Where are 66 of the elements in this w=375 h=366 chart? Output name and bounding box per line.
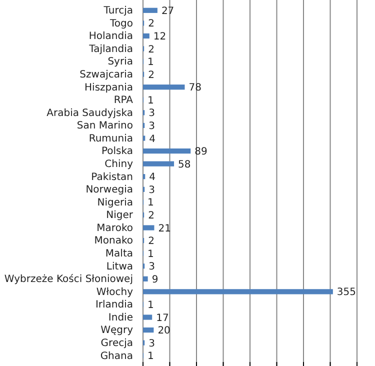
- data-label: 3: [148, 184, 155, 196]
- y-tick-label: Arabia Saudyjska: [46, 108, 133, 119]
- y-tick-label: Niger: [106, 210, 134, 222]
- bar: [143, 327, 154, 333]
- y-tick-label: Turcja: [102, 6, 133, 17]
- data-label: 1: [148, 198, 154, 209]
- data-label: 27: [161, 6, 174, 17]
- bar: [143, 289, 333, 294]
- data-label: 1: [148, 351, 154, 362]
- y-tick-label: Polska: [101, 146, 133, 158]
- bar: [143, 33, 150, 39]
- data-label: 2: [148, 18, 154, 30]
- data-label: 2: [148, 210, 154, 222]
- data-label: 3: [148, 108, 155, 120]
- y-tick-label: Litwa: [106, 261, 133, 272]
- data-label: 89: [194, 146, 208, 158]
- data-label: 1: [148, 300, 154, 311]
- y-tick-label: Maroko: [96, 222, 133, 234]
- data-label: 78: [188, 82, 202, 94]
- data-label: 58: [178, 159, 191, 170]
- y-tick-label: RPA: [114, 95, 134, 106]
- data-label: 4: [149, 172, 156, 184]
- data-label: 21: [158, 223, 171, 234]
- bar: [143, 276, 148, 282]
- data-label: 2: [148, 70, 154, 81]
- y-tick-label: Ghana: [100, 350, 133, 362]
- data-label: 1: [148, 57, 154, 68]
- y-tick-label: Togo: [109, 18, 133, 30]
- data-label: 355: [336, 287, 356, 298]
- y-tick-label: Monako: [94, 236, 133, 247]
- y-tick-label: Norwegia: [86, 184, 133, 196]
- y-tick-label: Indie: [108, 312, 133, 324]
- y-tick-label: Nigeria: [97, 197, 133, 208]
- y-tick-label: San Marino: [76, 120, 133, 132]
- y-tick-label: Szwajcaria: [80, 70, 133, 81]
- y-tick-label: Włochy: [96, 286, 134, 298]
- y-tick-label: Wybrzeże Kości Słoniowej: [4, 273, 133, 286]
- data-label: 20: [158, 326, 170, 337]
- bar: [143, 148, 191, 154]
- y-tick-label: Hiszpania: [84, 82, 133, 94]
- y-tick-label: Malta: [105, 248, 133, 260]
- y-tick-label: Irlandia: [95, 300, 133, 311]
- data-label: 12: [153, 31, 166, 42]
- y-tick-label: Syria: [108, 56, 133, 68]
- y-tick-label: Rumunia: [88, 133, 133, 144]
- bar: [143, 8, 158, 13]
- data-label: 1: [148, 95, 154, 106]
- data-label: 4: [149, 134, 156, 145]
- y-tick-label: Tajlandia: [88, 44, 133, 55]
- data-label: 1: [148, 248, 154, 260]
- data-label: 2: [148, 44, 154, 56]
- bar: [143, 84, 185, 90]
- y-tick-label: Węgry: [100, 325, 134, 336]
- bar: [143, 225, 154, 230]
- y-tick-label: Grecja: [100, 338, 133, 350]
- y-tick-label: Pakistan: [91, 172, 133, 183]
- data-label: 3: [148, 338, 155, 350]
- data-label: 2: [148, 236, 154, 248]
- data-label: 17: [156, 312, 169, 324]
- bar: [143, 161, 174, 166]
- data-label: 9: [152, 274, 158, 286]
- y-tick-label: Chiny: [104, 159, 134, 170]
- bar: [143, 314, 152, 320]
- y-tick-label: Holandia: [88, 31, 133, 42]
- data-label: 3: [148, 262, 155, 273]
- data-label: 3: [148, 120, 155, 132]
